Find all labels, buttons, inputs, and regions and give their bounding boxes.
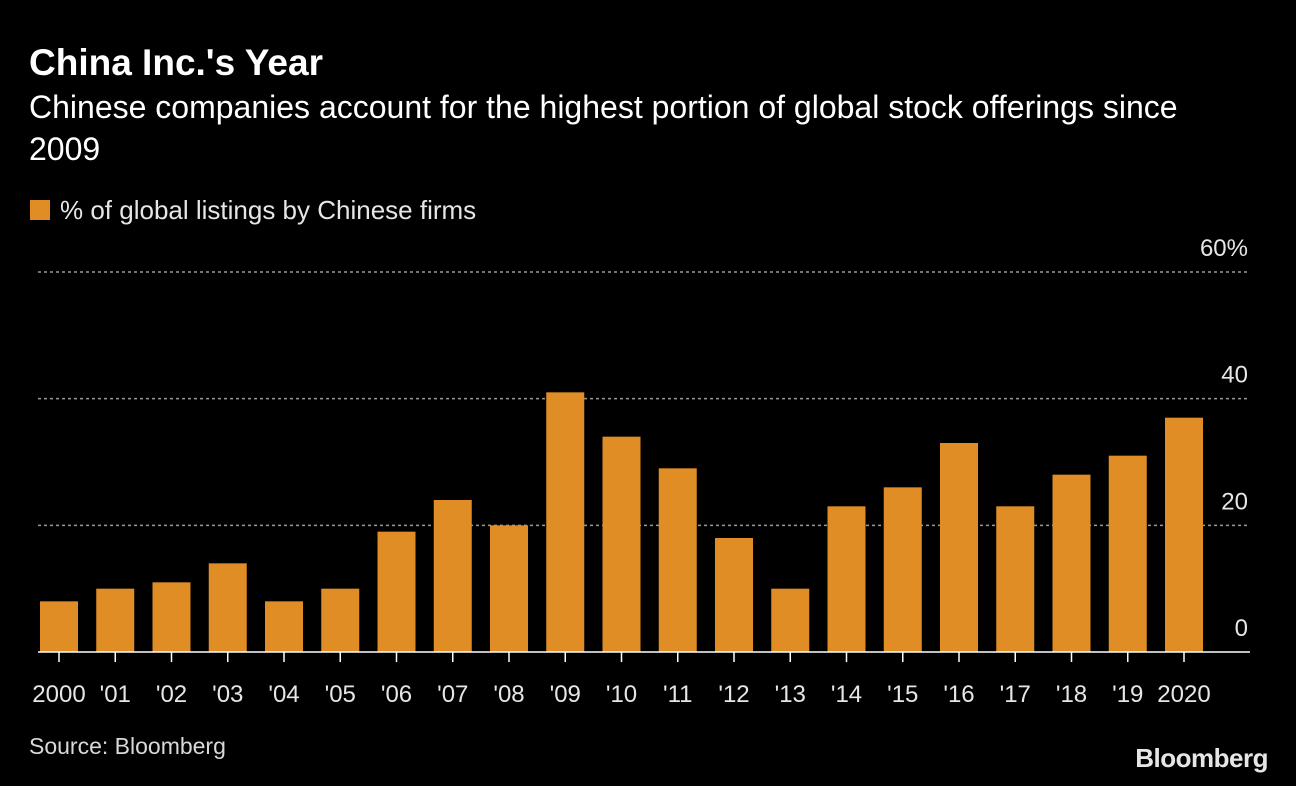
x-tick-label: 2020: [1157, 681, 1210, 708]
x-tick-label: '13: [775, 681, 806, 708]
x-tick-label: '14: [831, 681, 862, 708]
x-tick-label: '11: [663, 681, 693, 708]
bar-'08: [490, 525, 528, 652]
y-tick-label: 40: [1221, 362, 1248, 389]
bar-'07: [433, 500, 472, 652]
x-tick-label: '02: [156, 681, 187, 708]
x-tick-label: '03: [212, 681, 243, 708]
bar-'14: [827, 506, 866, 652]
y-tick-label: 0: [1235, 615, 1248, 642]
bar-2020: [1165, 417, 1203, 652]
bar-'13: [771, 588, 810, 652]
x-tick-label: '15: [887, 681, 918, 708]
x-tick-label: '12: [718, 681, 749, 708]
bar-'18: [1052, 474, 1091, 652]
bar-'10: [602, 436, 641, 652]
bar-'03: [208, 563, 247, 652]
x-tick-label: '18: [1056, 681, 1087, 708]
legend: % of global listings by Chinese firms: [30, 194, 476, 226]
bar-'19: [1108, 455, 1147, 652]
bar-'17: [996, 506, 1035, 652]
bar-'05: [321, 588, 360, 652]
source-note: Source: Bloomberg: [29, 733, 226, 759]
bloomberg-logo: Bloomberg: [1135, 743, 1268, 773]
chart-subtitle: Chinese companies account for the highes…: [29, 89, 1178, 167]
legend-swatch: [30, 200, 50, 220]
bar-'11: [658, 468, 697, 652]
bar-'01: [96, 588, 135, 652]
x-tick-label: '04: [268, 681, 299, 708]
y-tick-label: 60%: [1200, 235, 1248, 262]
x-tick-label: '09: [550, 681, 581, 708]
x-tick-label: '19: [1112, 681, 1143, 708]
bar-'09: [546, 392, 585, 652]
x-tick-label: '01: [100, 681, 131, 708]
chart-title: China Inc.'s Year: [29, 42, 323, 83]
y-tick-label: 20: [1221, 488, 1248, 515]
bar-'15: [883, 487, 922, 652]
x-tick-label: '16: [943, 681, 974, 708]
bar-'02: [152, 582, 191, 652]
x-tick-label: '10: [606, 681, 637, 708]
bar-'12: [715, 538, 753, 652]
x-tick-label: '08: [493, 681, 524, 708]
x-tick-label: '17: [1000, 681, 1031, 708]
bar-'04: [265, 601, 303, 652]
x-tick-label: 2000: [32, 681, 85, 708]
bar-'06: [377, 531, 416, 652]
bar-2000: [40, 601, 78, 652]
x-tick-label: '07: [437, 681, 468, 708]
x-tick-label: '05: [325, 681, 356, 708]
x-tick-label: '06: [381, 681, 412, 708]
legend-label: % of global listings by Chinese firms: [60, 194, 477, 225]
bar-'16: [940, 443, 978, 652]
